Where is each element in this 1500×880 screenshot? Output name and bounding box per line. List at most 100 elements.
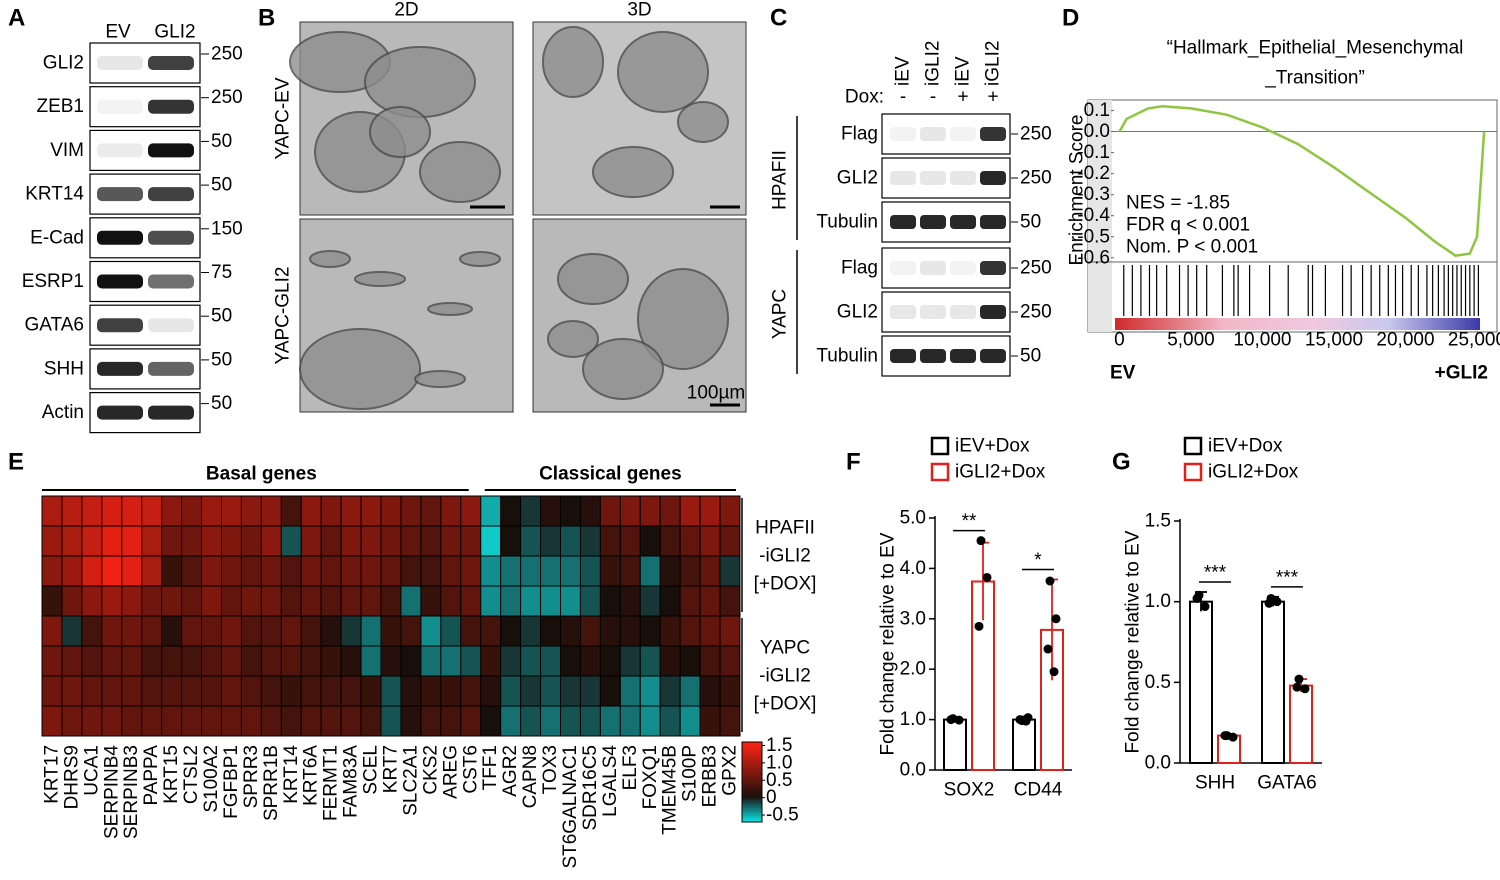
- heatmap-cell: [141, 555, 163, 587]
- heatmap-cell: [440, 675, 462, 707]
- blot-band: [980, 127, 1006, 141]
- gene-label: TOX3: [540, 745, 561, 794]
- heatmap-cell: [699, 495, 721, 527]
- colorbar-step: [742, 745, 762, 749]
- heatmap-cell: [699, 615, 721, 647]
- heatmap-cell: [141, 585, 163, 617]
- heatmap-cell: [639, 555, 661, 587]
- heatmap-cell: [500, 495, 522, 527]
- heatmap-cell: [181, 495, 203, 527]
- heatmap-cell: [300, 555, 322, 587]
- size-marker: 50: [211, 175, 232, 196]
- heatmap-cell: [699, 705, 721, 737]
- protein-name: E-Cad: [30, 227, 84, 248]
- heatmap-cell: [81, 525, 103, 557]
- bar: [1261, 600, 1285, 765]
- heatmap-cell: [659, 615, 681, 647]
- gene-label: PAPPA: [141, 745, 162, 806]
- annotation: Nom. P < 0.001: [1126, 237, 1258, 258]
- heatmap-cell: [480, 675, 502, 707]
- heatmap-cell: [61, 495, 83, 527]
- heatmap-cell: [121, 675, 143, 707]
- protein-name: ESRP1: [22, 271, 84, 292]
- heatmap-cell: [260, 705, 282, 737]
- blot-band: [950, 215, 976, 229]
- heatmap-cell: [260, 585, 282, 617]
- heatmap-cell: [560, 675, 581, 707]
- colorbar-step: [742, 809, 762, 813]
- gene-label: LGALS4: [600, 745, 621, 817]
- gene-label: SERPINB4: [101, 745, 122, 839]
- heatmap-cell: [540, 495, 562, 527]
- cell-cluster: [427, 302, 473, 316]
- gene-label: FAM83A: [341, 745, 362, 818]
- panel-letter: C: [770, 5, 787, 32]
- heatmap-cell: [639, 615, 661, 647]
- heatmap-cell: [220, 525, 242, 557]
- colorbar-step: [742, 757, 762, 761]
- heatmap-cell: [500, 555, 522, 587]
- protein-name: ZEB1: [36, 96, 84, 117]
- gene-label: AREG: [440, 745, 461, 799]
- heatmap-cell: [380, 615, 402, 647]
- group-title: Classical genes: [539, 464, 682, 485]
- y-tick-label: 0.0: [900, 760, 926, 781]
- heatmap-cell: [500, 705, 522, 737]
- colorbar-step: [742, 793, 762, 797]
- heatmap-cell: [659, 585, 681, 617]
- heatmap-cell: [679, 675, 701, 707]
- colorbar-step: [742, 773, 762, 777]
- panel-letter: A: [8, 5, 25, 32]
- heatmap-cell: [201, 585, 222, 617]
- colorbar-step: [742, 783, 762, 787]
- heatmap-cell: [679, 555, 701, 587]
- heatmap-cell: [540, 525, 562, 557]
- blot-band: [920, 261, 946, 275]
- heatmap-cell: [81, 495, 103, 527]
- heatmap-cell: [460, 525, 482, 557]
- heatmap-cell: [460, 705, 482, 737]
- heatmap-cell: [699, 525, 721, 557]
- heatmap-cell: [320, 525, 342, 557]
- dox-sign: -: [930, 87, 936, 108]
- heatmap-cell: [719, 495, 741, 527]
- heatmap-cell: [161, 705, 183, 737]
- blot-band: [97, 361, 143, 376]
- heatmap-cell: [540, 675, 562, 707]
- heatmap-cell: [500, 615, 522, 647]
- size-marker: 50: [211, 306, 232, 327]
- size-marker: 75: [211, 262, 232, 283]
- cell-cluster: [557, 253, 629, 305]
- heatmap-cell: [560, 525, 581, 557]
- heatmap-cell: [420, 585, 442, 617]
- column-label: 2D: [394, 0, 418, 21]
- heatmap-cell: [719, 555, 741, 587]
- legend-label: iGLI2+Dox: [955, 462, 1046, 483]
- heatmap-cell: [440, 645, 462, 677]
- heatmap-cell: [280, 645, 302, 677]
- heatmap-cell: [360, 615, 382, 647]
- heatmap-cell: [400, 705, 422, 737]
- heatmap-cell: [540, 705, 562, 737]
- heatmap-cell: [181, 585, 203, 617]
- colorbar-step: [742, 763, 762, 767]
- heatmap-cell: [181, 555, 203, 587]
- blot-band: [148, 361, 194, 376]
- heatmap-cell: [300, 525, 322, 557]
- colorbar-step: [742, 741, 762, 745]
- heatmap-cell: [619, 615, 641, 647]
- heatmap-cell: [161, 525, 183, 557]
- size-marker: 50: [211, 393, 232, 414]
- legend-swatch: [1183, 462, 1203, 482]
- heatmap-cell: [81, 675, 103, 707]
- heatmap-cell: [220, 705, 242, 737]
- y-tick-label: 1.0: [900, 709, 926, 730]
- heatmap-cell: [579, 645, 601, 677]
- heatmap-cell: [161, 675, 183, 707]
- colorbar-label: 1.0: [766, 752, 792, 773]
- blot-band: [950, 171, 976, 185]
- data-point: [1051, 614, 1061, 624]
- colorbar-step: [742, 805, 762, 809]
- lane-label: iEV: [953, 56, 974, 86]
